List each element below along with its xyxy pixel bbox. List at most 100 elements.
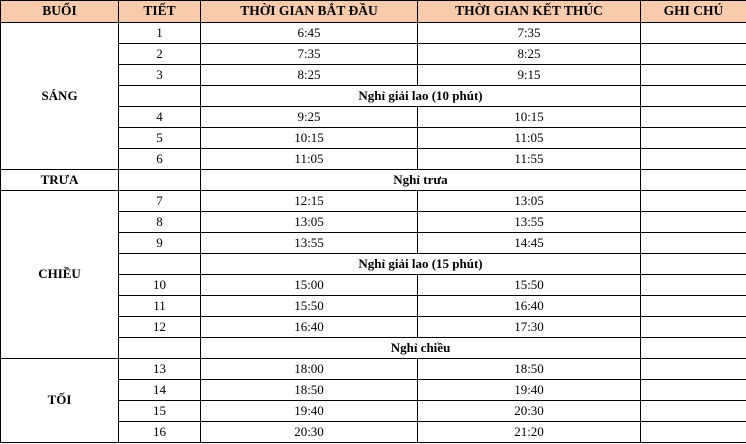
period-number: 1 [118, 22, 201, 44]
table-row: SÁNG 1 6:45 7:35 [0, 22, 746, 170]
start-time: 13:55 [200, 232, 418, 254]
table-row: 14 18:50 19:40 [1, 379, 746, 401]
start-time: 12:15 [200, 190, 418, 212]
break-row: TRƯA Nghỉ trưa [0, 169, 746, 191]
period-number: 2 [118, 43, 201, 65]
period-number: 10 [118, 274, 201, 296]
period-number: 3 [118, 64, 201, 86]
note-cell [640, 43, 746, 65]
column-header-tiet: TIẾT [118, 0, 201, 23]
note-cell [640, 106, 746, 128]
table-row: 5 10:15 11:05 [1, 127, 746, 149]
end-time: 17:30 [417, 316, 641, 338]
period-number: 14 [118, 379, 201, 401]
table-row: CHIỀU 7 12:15 13:05 [0, 190, 746, 359]
period-number-empty [118, 253, 201, 275]
start-time: 9:25 [200, 106, 418, 128]
start-time: 15:00 [200, 274, 418, 296]
start-time: 8:25 [200, 64, 418, 86]
end-time: 16:40 [417, 295, 641, 317]
period-number: 11 [118, 295, 201, 317]
note-cell [640, 190, 746, 212]
end-time: 7:35 [417, 22, 641, 44]
period-number: 15 [118, 400, 201, 422]
period-number: 8 [118, 211, 201, 233]
period-number: 4 [118, 106, 201, 128]
header-row: BUỔI TIẾT THỜI GIAN BẮT ĐẦU THỜI GIAN KẾ… [0, 0, 746, 23]
break-label: Nghỉ giải lao (10 phút) [200, 85, 641, 107]
start-time: 7:35 [200, 43, 418, 65]
note-cell [640, 379, 746, 401]
table-row: 4 9:25 10:15 [1, 106, 746, 128]
period-number: 9 [118, 232, 201, 254]
end-time: 19:40 [417, 379, 641, 401]
note-cell [640, 85, 746, 107]
end-time: 18:50 [417, 358, 641, 380]
end-time: 13:05 [417, 190, 641, 212]
break-label: Nghỉ chiều [200, 337, 641, 359]
table-row: 12 16:40 17:30 [1, 316, 746, 338]
end-time: 9:15 [417, 64, 641, 86]
end-time: 21:20 [417, 421, 641, 443]
break-label: Nghỉ trưa [200, 169, 641, 191]
end-time: 8:25 [417, 43, 641, 65]
table-row: 16 20:30 21:20 [1, 421, 746, 443]
end-time: 20:30 [417, 400, 641, 422]
start-time: 19:40 [200, 400, 418, 422]
end-time: 15:50 [417, 274, 641, 296]
start-time: 20:30 [200, 421, 418, 443]
note-cell [640, 358, 746, 380]
start-time: 11:05 [200, 148, 418, 170]
start-time: 15:50 [200, 295, 418, 317]
column-header-buoi: BUỔI [0, 0, 119, 23]
session-label-trua: TRƯA [0, 169, 119, 191]
break-row: Nghỉ giải lao (15 phút) [1, 253, 746, 275]
note-cell [640, 148, 746, 170]
table-row: TỐI 13 18:00 18:50 [0, 358, 746, 443]
period-number: 16 [118, 421, 201, 443]
period-number: 12 [118, 316, 201, 338]
table-row: 6 11:05 11:55 [1, 148, 746, 170]
note-cell [640, 421, 746, 443]
table-row: 10 15:00 15:50 [1, 274, 746, 296]
period-number: 7 [118, 190, 201, 212]
break-label: Nghỉ giải lao (15 phút) [200, 253, 641, 275]
end-time: 10:15 [417, 106, 641, 128]
end-time: 14:45 [417, 232, 641, 254]
column-header-start-time: THỜI GIAN BẮT ĐẦU [200, 0, 418, 23]
start-time: 16:40 [200, 316, 418, 338]
note-cell [640, 127, 746, 149]
start-time: 13:05 [200, 211, 418, 233]
end-time: 11:05 [417, 127, 641, 149]
table-row: 11 15:50 16:40 [1, 295, 746, 317]
table-row: 8 13:05 13:55 [1, 211, 746, 233]
note-cell [640, 316, 746, 338]
end-time: 13:55 [417, 211, 641, 233]
start-time: 6:45 [200, 22, 418, 44]
session-label-chieu: CHIỀU [0, 190, 119, 359]
period-number-empty [118, 337, 201, 359]
start-time: 18:00 [200, 358, 418, 380]
note-cell [640, 400, 746, 422]
start-time: 10:15 [200, 127, 418, 149]
note-cell [640, 22, 746, 44]
start-time: 18:50 [200, 379, 418, 401]
break-row: Nghỉ giải lao (10 phút) [1, 85, 746, 107]
note-cell [640, 64, 746, 86]
note-cell [640, 274, 746, 296]
period-number: 5 [118, 127, 201, 149]
period-number-empty [118, 169, 201, 191]
end-time: 11:55 [417, 148, 641, 170]
period-number-empty [118, 85, 201, 107]
note-cell [640, 232, 746, 254]
session-label-toi: TỐI [0, 358, 119, 443]
note-cell [640, 211, 746, 233]
note-cell [640, 253, 746, 275]
period-number: 6 [118, 148, 201, 170]
period-number: 13 [118, 358, 201, 380]
note-cell [640, 295, 746, 317]
note-cell [640, 337, 746, 359]
column-header-note: GHI CHÚ [640, 0, 746, 23]
note-cell [640, 169, 746, 191]
